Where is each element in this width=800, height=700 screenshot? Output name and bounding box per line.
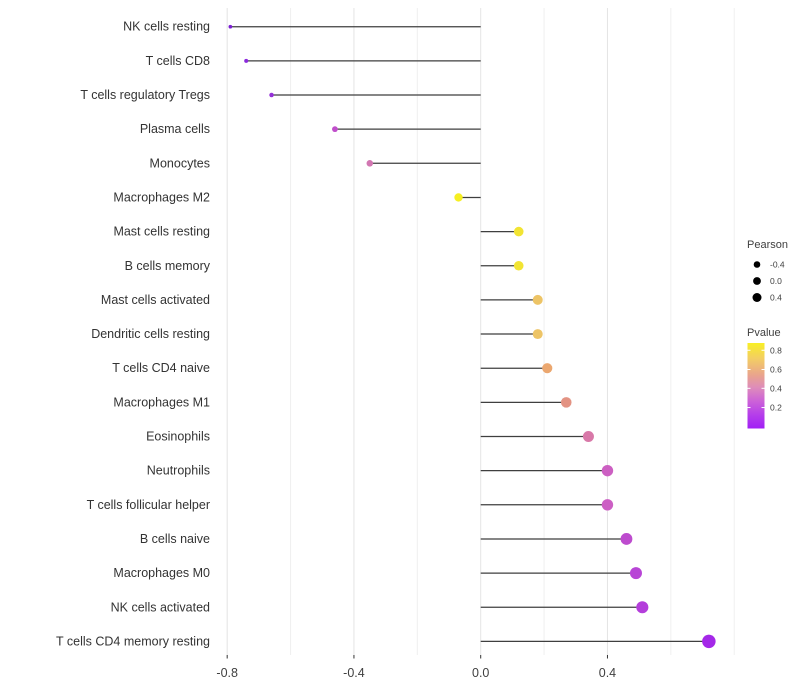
category-label: Mast cells resting [113,225,210,239]
chart-row: NK cells resting [123,20,481,34]
pvalue-color-legend: Pvalue 0.8 0.6 0.4 0.2 [747,327,782,429]
category-label: Eosinophils [146,430,210,444]
data-point [636,601,649,614]
data-point [629,567,642,580]
chart-row: B cells memory [125,259,524,273]
chart-row: Macrophages M0 [113,566,642,580]
grid-lines [226,8,735,655]
x-tick-label: 0.0 [472,666,489,680]
chart-row: NK cells activated [111,600,649,614]
pearson-legend-label: -0.4 [770,260,785,270]
pvalue-legend-title: Pvalue [747,327,781,339]
category-label: T cells regulatory Tregs [80,88,210,102]
category-label: Monocytes [150,156,210,170]
data-point [532,294,543,305]
x-tick-label: 0.4 [599,666,616,680]
data-point [532,329,543,340]
chart-row: T cells regulatory Tregs [80,88,481,102]
x-tick-label: -0.4 [343,666,365,680]
category-label: Macrophages M0 [113,566,210,580]
pearson-legend-dot [753,261,761,268]
data-point [244,58,249,63]
pvalue-legend-label: 0.8 [770,345,782,355]
chart-row: T cells follicular helper [87,498,614,512]
data-point [513,260,524,271]
x-tick-label: -0.8 [216,666,238,680]
data-point [332,126,338,133]
data-point [601,499,614,511]
pvalue-legend-label: 0.4 [770,383,782,393]
data-point [513,226,524,237]
x-axis: -0.8 -0.4 0.0 0.4 [216,655,616,680]
pearson-legend-label: 0.4 [770,293,782,303]
rows: NK cells resting T cells CD8 T cells regul… [56,20,716,648]
category-label: T cells CD4 memory resting [56,634,210,648]
chart-row: Macrophages M2 [113,190,481,204]
chart-row: Eosinophils [146,430,594,444]
category-label: T cells CD4 naive [112,361,210,375]
category-label: Plasma cells [140,122,210,136]
pearson-legend-dot [752,293,762,302]
chart-row: T cells CD4 memory resting [56,634,716,648]
data-point [542,363,553,374]
pearson-legend-label: 0.0 [770,276,782,286]
data-point [601,464,614,477]
data-point [560,397,572,408]
chart-row: Mast cells resting [113,225,524,239]
pearson-legend-dot [753,277,761,285]
pvalue-gradient-bar [747,343,765,429]
data-point [702,634,716,649]
category-label: NK cells activated [111,600,210,614]
category-label: B cells naive [140,532,210,546]
pearson-legend-title: Pearson [747,239,788,251]
chart-row: Mast cells activated [101,293,543,307]
category-label: Macrophages M2 [113,190,210,204]
data-point [269,92,274,98]
chart-row: B cells naive [140,532,633,546]
pvalue-legend-label: 0.6 [770,365,782,375]
chart-row: T cells CD4 naive [112,361,553,375]
category-label: B cells memory [125,259,211,273]
category-label: Neutrophils [147,464,210,478]
data-point [620,533,633,545]
pearson-size-legend: Pearson -0.4 0.0 0.4 [747,239,788,303]
category-label: Macrophages M1 [113,395,210,409]
chart-row: Monocytes [150,156,481,170]
pvalue-legend-label: 0.2 [770,403,782,413]
category-label: T cells follicular helper [87,498,210,512]
category-label: T cells CD8 [146,54,210,68]
chart-row: Macrophages M1 [113,395,572,409]
category-label: NK cells resting [123,20,210,34]
chart-row: Plasma cells [140,122,481,136]
data-point [366,160,374,167]
data-point [582,430,594,443]
chart-row: T cells CD8 [146,54,481,68]
chart-row: Neutrophils [147,464,614,478]
category-label: Dendritic cells resting [91,327,210,341]
chart-row: Dendritic cells resting [91,327,543,341]
category-label: Mast cells activated [101,293,210,307]
data-point [454,193,463,202]
data-point [228,24,233,29]
